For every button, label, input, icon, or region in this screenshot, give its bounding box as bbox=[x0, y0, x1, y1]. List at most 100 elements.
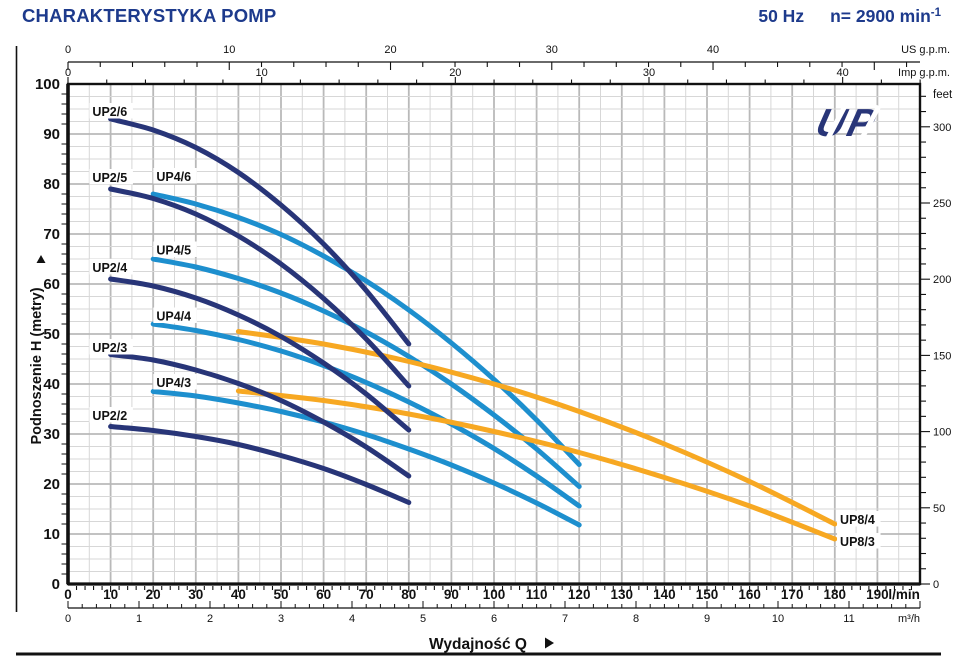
tick-label-lmin: 170 bbox=[781, 587, 804, 602]
tick-label-lmin: 60 bbox=[316, 587, 331, 602]
curve-label-bg bbox=[153, 374, 197, 390]
tick-label-lmin: 100 bbox=[483, 587, 506, 602]
curve-label: UP8/3 bbox=[840, 535, 875, 549]
tick-label-feet: 50 bbox=[933, 503, 945, 515]
tick-label-lmin: 30 bbox=[188, 587, 203, 602]
tick-label-metry: 50 bbox=[43, 326, 60, 343]
curve-up2-4 bbox=[108, 276, 412, 433]
up-logo-slash-icon bbox=[857, 104, 882, 144]
tick-label-feet: 100 bbox=[933, 427, 951, 439]
axis-name-feet: feet bbox=[933, 89, 953, 101]
frequency-label: 50 Hz bbox=[758, 6, 805, 26]
tick-label-us-gpm: 0 bbox=[65, 44, 71, 56]
axis-name-us-gpm: US g.p.m. bbox=[901, 44, 950, 56]
page-title: CHARAKTERYSTYKA POMP bbox=[22, 5, 277, 26]
tick-label-lmin: 110 bbox=[526, 587, 548, 602]
tick-label-lmin: 80 bbox=[401, 587, 416, 602]
curve-up2-5 bbox=[108, 186, 412, 389]
tick-label-m3h: 3 bbox=[278, 613, 284, 625]
tick-label-imp-gpm: 40 bbox=[837, 67, 849, 79]
curve-label: UP8/4 bbox=[840, 513, 875, 527]
curve-label-bg bbox=[153, 307, 197, 323]
tick-label-imp-gpm: 20 bbox=[449, 67, 461, 79]
tick-label-metry: 20 bbox=[43, 476, 60, 493]
curve-label-bg bbox=[89, 339, 133, 355]
curve-label: UP2/3 bbox=[92, 341, 127, 355]
tick-label-us-gpm: 40 bbox=[707, 44, 719, 56]
tick-label-lmin: 10 bbox=[103, 587, 118, 602]
axis-unit-m3h: m³/h bbox=[898, 613, 920, 625]
up-logo: UP bbox=[812, 102, 883, 145]
tick-label-us-gpm: 30 bbox=[546, 44, 558, 56]
curve-up8-3 bbox=[235, 388, 838, 542]
tick-label-lmin: 70 bbox=[359, 587, 374, 602]
tick-label-feet: 150 bbox=[933, 350, 951, 362]
tick-label-metry: 0 bbox=[52, 576, 60, 593]
curve-label-bg bbox=[837, 533, 881, 549]
y-axis-arrow-icon bbox=[36, 255, 46, 263]
curve-label: UP2/4 bbox=[92, 261, 127, 275]
tick-label-feet: 0 bbox=[933, 579, 939, 591]
curve-label-bg bbox=[89, 169, 133, 185]
curve-label: UP2/5 bbox=[92, 171, 127, 185]
tick-label-metry: 40 bbox=[43, 376, 60, 393]
tick-label-metry: 70 bbox=[43, 226, 60, 243]
tick-label-lmin: 50 bbox=[273, 587, 288, 602]
curve-up4-3 bbox=[150, 389, 582, 528]
y-axis-title: Podnoszenie H (metry) bbox=[29, 287, 45, 444]
tick-label-m3h: 0 bbox=[65, 613, 71, 625]
up-logo-slash-icon bbox=[823, 104, 848, 144]
tick-label-lmin: 140 bbox=[653, 587, 676, 602]
curve-label: UP4/5 bbox=[156, 243, 191, 257]
tick-label-feet: 300 bbox=[933, 122, 951, 134]
curve-label: UP2/6 bbox=[92, 105, 127, 119]
tick-label-m3h: 9 bbox=[704, 613, 710, 625]
tick-label-metry: 80 bbox=[43, 176, 60, 193]
curve-label: UP4/4 bbox=[156, 309, 191, 323]
x-axis-title: Wydajność Q bbox=[429, 636, 527, 653]
tick-label-lmin: 120 bbox=[568, 587, 591, 602]
curve-up4-5 bbox=[150, 256, 582, 489]
curve-label-bg bbox=[153, 168, 197, 184]
curve-up2-2 bbox=[108, 424, 412, 505]
tick-label-metry: 100 bbox=[35, 76, 60, 93]
curve-label-bg bbox=[89, 103, 133, 119]
curve-label-bg bbox=[89, 407, 133, 423]
tick-label-m3h: 2 bbox=[207, 613, 213, 625]
tick-label-metry: 90 bbox=[43, 126, 60, 143]
curve-up4-4 bbox=[150, 321, 582, 509]
curve-label-bg bbox=[89, 259, 133, 275]
tick-label-lmin: 150 bbox=[696, 587, 719, 602]
x-axis-arrow-icon bbox=[545, 637, 554, 649]
tick-label-us-gpm: 10 bbox=[223, 44, 235, 56]
tick-label-m3h: 7 bbox=[562, 613, 568, 625]
tick-label-metry: 30 bbox=[43, 426, 60, 443]
curve-up8-4 bbox=[235, 329, 838, 527]
operating-conditions: 50 Hz n= 2900 min-1 bbox=[758, 6, 941, 27]
tick-label-imp-gpm: 10 bbox=[256, 67, 268, 79]
tick-label-metry: 10 bbox=[43, 526, 60, 543]
tick-label-lmin: 130 bbox=[611, 587, 634, 602]
tick-label-m3h: 5 bbox=[420, 613, 426, 625]
speed-exponent: -1 bbox=[930, 7, 941, 19]
tick-label-m3h: 10 bbox=[772, 613, 784, 625]
tick-label-m3h: 1 bbox=[136, 613, 142, 625]
tick-label-lmin: 0 bbox=[64, 587, 72, 602]
tick-label-metry: 60 bbox=[43, 276, 60, 293]
tick-label-m3h: 4 bbox=[349, 613, 355, 625]
tick-label-feet: 200 bbox=[933, 274, 951, 286]
axis-unit-lmin: l/min bbox=[888, 587, 920, 602]
tick-label-m3h: 6 bbox=[491, 613, 497, 625]
tick-label-lmin: 160 bbox=[738, 587, 761, 602]
curve-up4-6 bbox=[150, 191, 582, 467]
tick-label-imp-gpm: 30 bbox=[643, 67, 655, 79]
axis-name-imp-gpm: Imp g.p.m. bbox=[898, 67, 950, 79]
curve-label: UP2/2 bbox=[92, 409, 127, 423]
curve-label: UP4/3 bbox=[156, 376, 191, 390]
tick-label-feet: 250 bbox=[933, 198, 951, 210]
tick-label-lmin: 20 bbox=[146, 587, 161, 602]
curve-label-bg bbox=[153, 241, 197, 257]
tick-label-us-gpm: 20 bbox=[384, 44, 396, 56]
curve-up2-3 bbox=[108, 352, 412, 479]
